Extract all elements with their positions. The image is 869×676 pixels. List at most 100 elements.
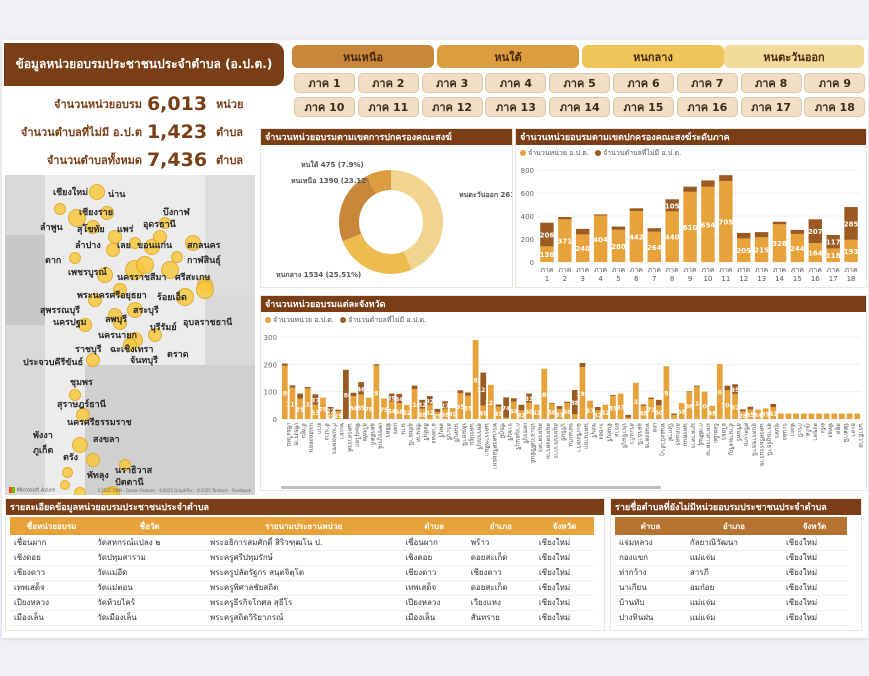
- map-bubble[interactable]: [129, 237, 141, 249]
- map-bubble[interactable]: [74, 487, 86, 495]
- bar-segment[interactable]: [665, 199, 679, 212]
- bar-segment[interactable]: [388, 393, 395, 402]
- region-button-north[interactable]: หนเหนือ: [292, 45, 434, 68]
- area-button[interactable]: ภาค 10: [294, 97, 355, 117]
- bar-segment[interactable]: [625, 414, 632, 418]
- bar-segment[interactable]: [358, 382, 364, 395]
- bar-segment[interactable]: [373, 364, 380, 366]
- bar-segment[interactable]: [594, 410, 601, 419]
- bar-segment[interactable]: [297, 398, 303, 420]
- bar-segment[interactable]: [442, 401, 448, 409]
- legend-item-units[interactable]: จำนวนหน่วย อ.ป.ต.: [265, 315, 334, 326]
- bar-segment[interactable]: [671, 414, 677, 419]
- bar-segment[interactable]: [419, 408, 426, 419]
- bar-segment[interactable]: [790, 233, 805, 262]
- bar-segment[interactable]: [281, 365, 288, 419]
- bar-segment[interactable]: [737, 232, 751, 239]
- column-header[interactable]: ตำบล: [615, 517, 686, 535]
- map-bubble[interactable]: [144, 239, 160, 255]
- bar-segment[interactable]: [844, 207, 858, 240]
- bar-segment[interactable]: [739, 409, 746, 412]
- area-button[interactable]: ภาค 4: [485, 73, 547, 93]
- region-button-east[interactable]: หนตะวันออก: [724, 45, 864, 68]
- map-bubble[interactable]: [69, 252, 81, 264]
- bar-segment[interactable]: [426, 396, 433, 405]
- table-row[interactable]: ท่ากว้าง สารภี เชียงใหม่: [615, 565, 847, 581]
- bar-segment[interactable]: [785, 413, 792, 419]
- map-bubble[interactable]: [148, 328, 162, 342]
- bar-segment[interactable]: [396, 403, 403, 419]
- bar-segment[interactable]: [826, 234, 840, 249]
- map-bubble[interactable]: [97, 267, 113, 283]
- legend-item-missing[interactable]: จำนวนตำบลที่ไม่มี อ.ป.ต.: [340, 315, 426, 326]
- bar-segment[interactable]: [683, 191, 697, 262]
- bar-segment[interactable]: [373, 365, 380, 419]
- bar-segment[interactable]: [617, 393, 624, 419]
- bar-segment[interactable]: [358, 394, 364, 419]
- bar-segment[interactable]: [304, 387, 311, 389]
- bar-segment[interactable]: [593, 215, 608, 262]
- bar-segment[interactable]: [790, 229, 805, 234]
- map-bubble[interactable]: [86, 453, 100, 467]
- bar-segment[interactable]: [629, 211, 644, 262]
- bar-segment[interactable]: [611, 226, 626, 230]
- bar-segment[interactable]: [312, 404, 319, 419]
- bar-segment[interactable]: [434, 408, 441, 413]
- bubble-map[interactable]: เชียงใหม่ น่าน เชียงราย ลำพูน สุโขทัย แพร่ บึง…: [5, 175, 255, 495]
- bar-segment[interactable]: [587, 400, 593, 419]
- area-button[interactable]: ภาค 18: [804, 97, 866, 117]
- bar-segment[interactable]: [289, 385, 296, 388]
- column-header[interactable]: ตำบล: [401, 517, 467, 535]
- bar-segment[interactable]: [281, 363, 288, 366]
- bar-segment[interactable]: [610, 395, 616, 419]
- table-row[interactable]: นาเกียน อมก๋อย เชียงใหม่: [615, 580, 847, 596]
- area-button[interactable]: ภาค 7: [676, 73, 738, 93]
- bar-segment[interactable]: [732, 384, 738, 394]
- map-bubble[interactable]: [123, 338, 137, 352]
- bar-segment[interactable]: [526, 393, 532, 403]
- bar-segment[interactable]: [297, 393, 303, 399]
- table-row[interactable]: เมืองเล็น วัดเมืองเล็น พระครูสถิตวิริยาภรณ…: [10, 610, 594, 626]
- bar-segment[interactable]: [541, 368, 548, 419]
- bar-segment[interactable]: [503, 397, 509, 418]
- bar-segment[interactable]: [480, 372, 487, 406]
- map-bubble[interactable]: [86, 220, 100, 234]
- table-row[interactable]: แจ่มหลวง กัลยาณิวัฒนา เชียงใหม่: [615, 535, 847, 551]
- area-button[interactable]: ภาค 17: [740, 97, 802, 117]
- bar-segment[interactable]: [665, 211, 679, 262]
- legend-item-units[interactable]: จำนวนหน่วย อ.ป.ต.: [520, 148, 589, 159]
- bar-segment[interactable]: [640, 404, 647, 406]
- bar-segment[interactable]: [610, 394, 616, 396]
- bar-segment[interactable]: [558, 219, 572, 262]
- bar-segment[interactable]: [411, 388, 418, 419]
- map-bubble[interactable]: [113, 316, 127, 330]
- bar-segment[interactable]: [826, 248, 840, 262]
- bar-segment[interactable]: [701, 180, 715, 187]
- bar-segment[interactable]: [633, 382, 639, 419]
- area-button[interactable]: ภาค 8: [740, 73, 802, 93]
- bar-segment[interactable]: [762, 408, 769, 419]
- area-button[interactable]: ภาค 13: [485, 97, 547, 117]
- bar-segment[interactable]: [540, 246, 554, 262]
- bar-segment[interactable]: [343, 369, 349, 419]
- bar-segment[interactable]: [611, 229, 626, 262]
- bar-segment[interactable]: [648, 397, 654, 400]
- area-button[interactable]: ภาค 16: [676, 97, 738, 117]
- bar-segment[interactable]: [327, 406, 334, 413]
- bar-segment[interactable]: [434, 412, 441, 419]
- bar-segment[interactable]: [694, 385, 700, 387]
- donut-slice[interactable]: [339, 176, 376, 242]
- bar-segment[interactable]: [647, 228, 661, 232]
- bar-segment[interactable]: [327, 412, 334, 419]
- bar-segment[interactable]: [686, 391, 693, 393]
- bar-segment[interactable]: [724, 385, 731, 391]
- region-button-central[interactable]: หนกลาง: [582, 45, 724, 68]
- table-row[interactable]: กองแขก แม่แจ่ม เชียงใหม่: [615, 550, 847, 566]
- bar-segment[interactable]: [457, 393, 464, 419]
- bar-segment[interactable]: [457, 390, 464, 394]
- bar-segment[interactable]: [800, 413, 807, 419]
- bar-segment[interactable]: [701, 391, 708, 419]
- bar-segment[interactable]: [503, 417, 509, 419]
- map-bubble[interactable]: [86, 353, 100, 367]
- bar-segment[interactable]: [719, 180, 733, 262]
